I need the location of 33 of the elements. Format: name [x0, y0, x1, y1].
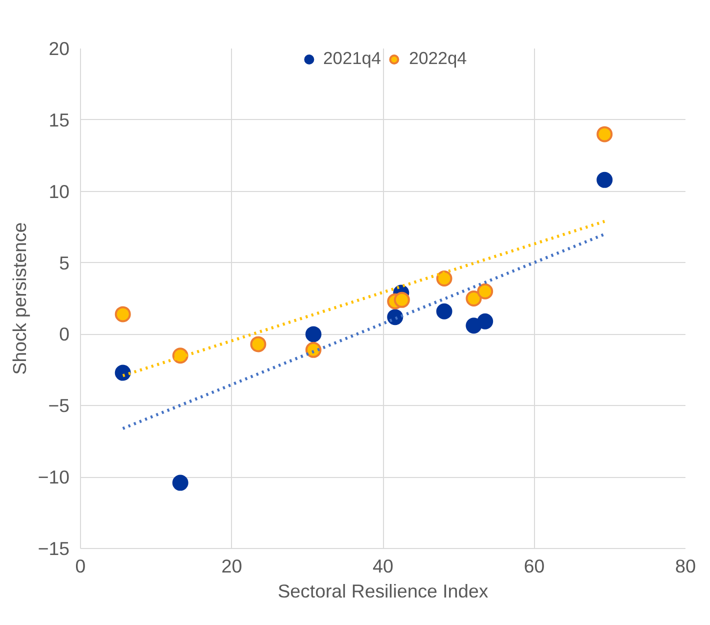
x-tick-label: 40 — [372, 556, 394, 576]
y-tick-label: 0 — [59, 324, 70, 345]
x-tick-label: 60 — [524, 556, 545, 576]
point — [466, 290, 482, 306]
point — [250, 336, 266, 352]
point — [172, 474, 188, 491]
y-axis-title: Shock persistence — [8, 222, 30, 375]
point — [114, 364, 131, 381]
point — [477, 283, 494, 300]
point — [477, 313, 494, 330]
point — [305, 326, 322, 342]
legend-label: 2021q4 — [323, 48, 381, 69]
point — [387, 309, 404, 326]
x-tick-label: 0 — [75, 556, 86, 576]
y-tick-label: 20 — [48, 38, 70, 59]
y-tick-label: 15 — [48, 109, 70, 130]
y-tick-label: −15 — [38, 538, 70, 559]
point — [172, 348, 188, 364]
point — [436, 303, 452, 320]
y-tick-label: 10 — [48, 180, 70, 202]
y-tick-label: 5 — [59, 252, 70, 274]
point — [596, 126, 613, 142]
y-tick-label: −5 — [48, 395, 70, 416]
point — [394, 292, 410, 308]
point — [436, 270, 452, 286]
legend-label: 2022q4 — [409, 48, 467, 69]
x-tick-label: 80 — [675, 556, 696, 576]
point — [596, 172, 613, 188]
point — [114, 306, 131, 322]
x-axis-title: Sectoral Resilience Index — [278, 580, 489, 602]
x-tick-label: 20 — [221, 556, 242, 576]
point — [305, 342, 322, 358]
y-tick-label: −10 — [38, 466, 70, 488]
